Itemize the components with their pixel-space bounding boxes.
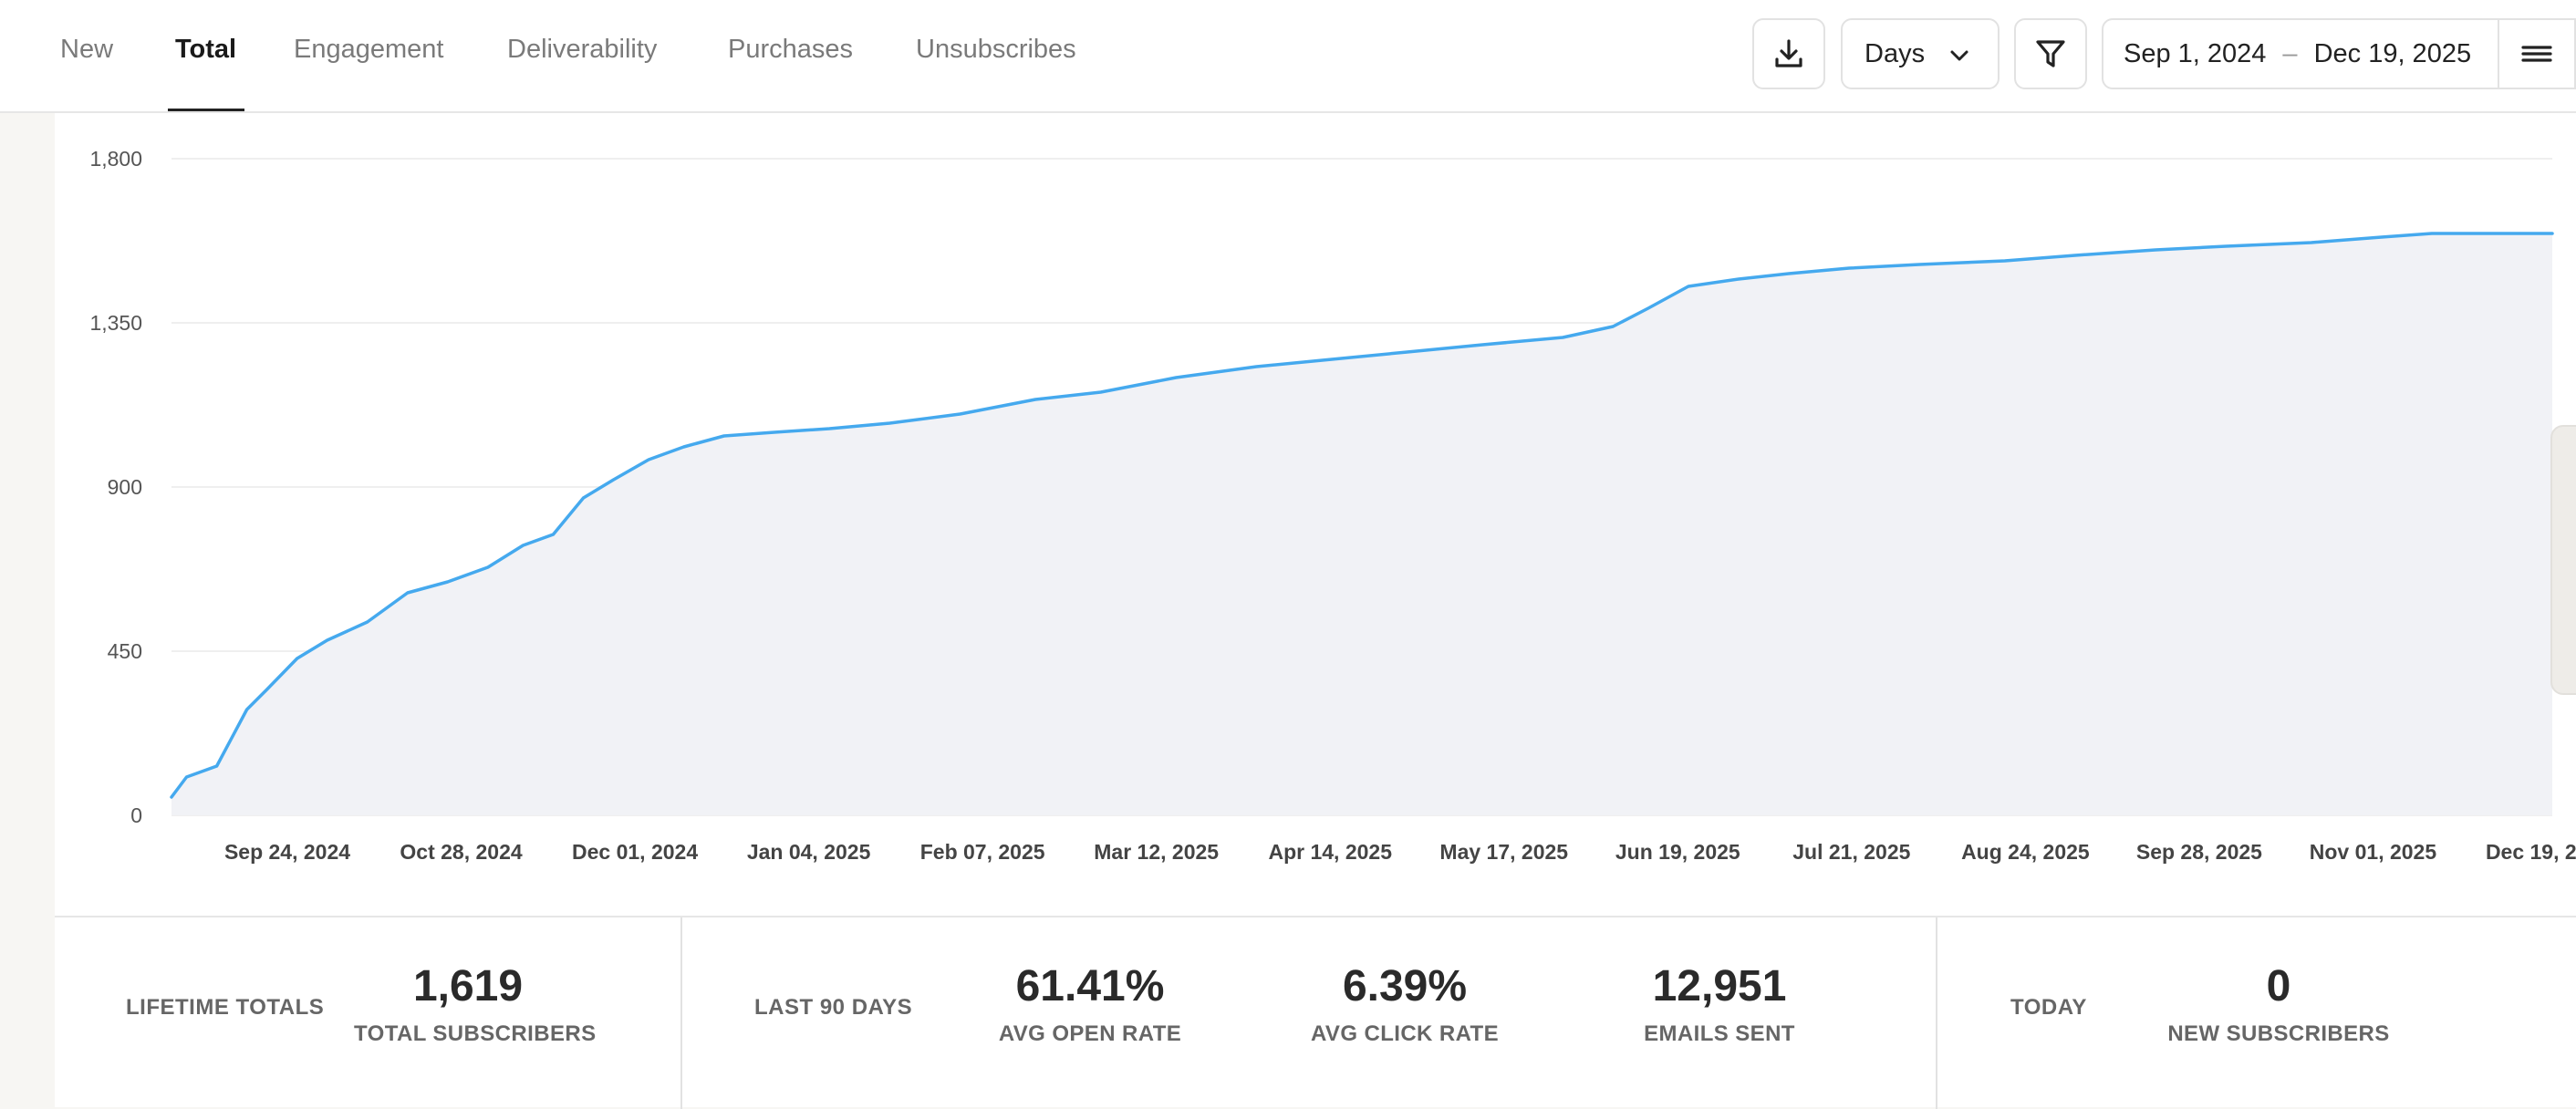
x-tick-label: Jun 19, 2025	[1615, 840, 1740, 864]
tab-purchases[interactable]: Purchases	[728, 35, 854, 64]
tab-engagement[interactable]: Engagement	[294, 35, 444, 64]
avg-click-rate-value: 6.39%	[1342, 962, 1468, 1011]
y-tick-label: 450	[108, 639, 142, 663]
x-tick-label: Jan 04, 2025	[747, 840, 871, 864]
y-tick-label: 1,800	[89, 147, 142, 171]
x-tick-label: Jul 21, 2025	[1792, 840, 1910, 864]
y-tick-label: 0	[130, 803, 142, 827]
x-tick-label: Apr 14, 2025	[1268, 840, 1392, 864]
x-tick-label: Sep 28, 2025	[2136, 840, 2262, 864]
emails-sent-caption: EMAILS SENT	[1644, 1021, 1795, 1046]
avg-open-rate-caption: AVG OPEN RATE	[998, 1021, 1182, 1046]
x-tick-label: Feb 07, 2025	[920, 840, 1045, 864]
avg-open-rate-stat: 61.41% AVG OPEN RATE	[976, 965, 1204, 1047]
x-tick-label: Dec 01, 2024	[572, 840, 698, 864]
new-subscribers-caption: NEW SUBSCRIBERS	[2167, 1021, 2390, 1046]
x-tick-label: Oct 28, 2024	[400, 840, 522, 864]
x-tick-label: Aug 24, 2025	[1961, 840, 2090, 864]
filter-button[interactable]	[2014, 18, 2087, 89]
x-tick-label: Mar 12, 2025	[1094, 840, 1219, 864]
tab-new[interactable]: New	[60, 35, 114, 64]
total-subscribers-stat: 1,619 TOTAL SUBSCRIBERS	[354, 962, 597, 1047]
area-fill	[171, 233, 2552, 815]
top-bar: New Total Engagement Deliverability Purc…	[0, 0, 2576, 113]
new-subscribers-stat: 0 NEW SUBSCRIBERS	[2146, 965, 2411, 1047]
active-tab-indicator	[168, 109, 244, 111]
date-start: Sep 1, 2024	[2124, 38, 2267, 68]
new-subscribers-value: 0	[2266, 962, 2291, 1011]
x-tick-label: May 17, 2025	[1439, 840, 1568, 864]
menu-button[interactable]	[2498, 18, 2576, 89]
download-icon	[1775, 39, 1802, 67]
series-line	[170, 232, 2554, 799]
tab-deliverability[interactable]: Deliverability	[507, 35, 658, 64]
avg-open-rate-value: 61.41%	[1015, 962, 1165, 1011]
tab-total[interactable]: Total	[175, 35, 237, 64]
lifetime-totals-label: LIFETIME TOTALS	[126, 995, 325, 1020]
today-label: TODAY	[2010, 995, 2087, 1020]
period-select[interactable]: Days	[1841, 18, 2000, 89]
tab-unsubscribes[interactable]: Unsubscribes	[916, 35, 1076, 64]
chevron-down-icon	[1950, 50, 1968, 61]
y-tick-label: 900	[108, 475, 142, 499]
stats-divider	[1936, 917, 1937, 1109]
download-button[interactable]	[1752, 18, 1825, 89]
hamburger-menu-icon	[2521, 46, 2552, 62]
total-subscribers-caption: TOTAL SUBSCRIBERS	[354, 1021, 597, 1046]
stats-bar: LIFETIME TOTALS 1,619 TOTAL SUBSCRIBERS …	[55, 916, 2576, 1109]
subscribers-area-chart: 0 450 900 1,350 1,800 Sep 24, 2024 Oct 28, 202…	[89, 147, 2576, 864]
y-tick-label: 1,350	[89, 311, 142, 335]
total-subscribers-value: 1,619	[412, 962, 524, 1011]
avg-click-rate-caption: AVG CLICK RATE	[1310, 1021, 1500, 1046]
side-panel-handle[interactable]	[2550, 425, 2576, 695]
date-range-picker[interactable]: Sep 1, 2024 – Dec 19, 2025	[2102, 18, 2498, 89]
date-end: Dec 19, 2025	[2313, 38, 2472, 68]
filter-icon	[2036, 40, 2065, 67]
emails-sent-value: 12,951	[1652, 962, 1787, 1011]
x-tick-label: Dec 19, 2025	[2486, 840, 2576, 864]
x-tick-label: Sep 24, 2024	[224, 840, 350, 864]
period-select-value: Days	[1864, 38, 1926, 68]
last-90-days-label: LAST 90 DAYS	[754, 995, 913, 1020]
x-tick-label: Nov 01, 2025	[2310, 840, 2437, 864]
emails-sent-stat: 12,951 EMAILS SENT	[1605, 965, 1833, 1047]
avg-click-rate-stat: 6.39% AVG CLICK RATE	[1291, 965, 1519, 1047]
stats-divider	[680, 917, 682, 1109]
date-separator: –	[2282, 38, 2298, 68]
